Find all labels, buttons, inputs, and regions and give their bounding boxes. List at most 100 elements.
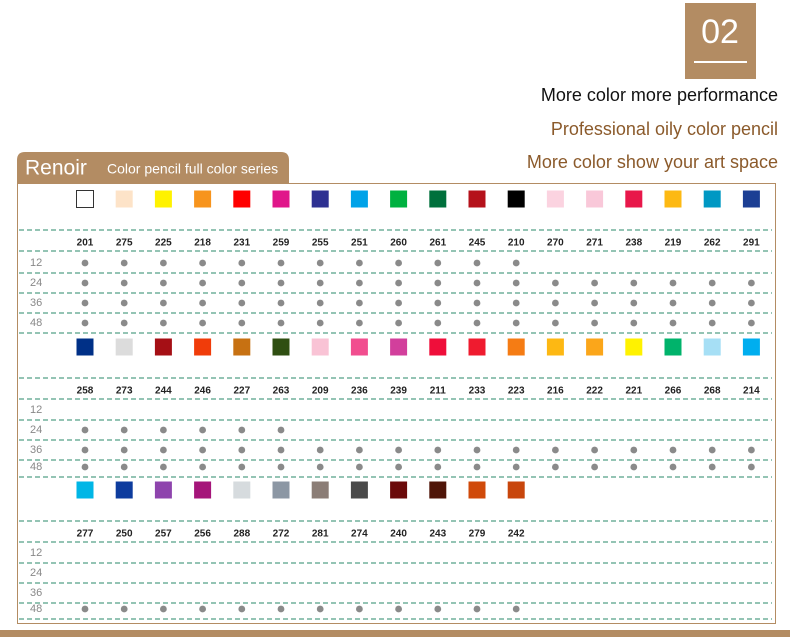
pencil-code: 245 — [469, 238, 486, 249]
swatch — [233, 481, 251, 499]
pencil-code: 263 — [273, 386, 290, 397]
availability-dot — [669, 279, 677, 287]
availability-dot — [591, 279, 598, 287]
swatch — [311, 338, 329, 356]
availability-dot — [199, 279, 207, 287]
availability-dot — [708, 463, 716, 471]
badge-number: 02 — [701, 13, 739, 51]
availability-dot — [277, 299, 285, 307]
swatch — [429, 481, 447, 499]
set-label: 24 — [30, 567, 42, 579]
pencil-code: 275 — [116, 238, 133, 249]
availability-dot — [591, 463, 598, 471]
pencil-code: 273 — [116, 386, 133, 397]
pencil-code: 231 — [233, 238, 250, 249]
availability-dot — [630, 299, 638, 307]
pencil-code: 262 — [704, 238, 721, 249]
pencil-code: 216 — [547, 386, 564, 397]
pencil-code: 260 — [390, 238, 407, 249]
availability-dot — [316, 446, 324, 454]
availability-dot — [356, 319, 363, 327]
pencil-code: 223 — [508, 386, 525, 397]
availability-dot — [81, 299, 89, 307]
pencil-code: 257 — [155, 529, 172, 540]
availability-dot — [160, 426, 167, 434]
availability-dot — [120, 279, 128, 287]
availability-dot — [591, 319, 598, 327]
availability-dot — [120, 426, 128, 434]
availability-dot — [199, 446, 207, 454]
pencil-code: 258 — [77, 386, 94, 397]
swatch — [350, 338, 368, 356]
availability-dot — [473, 299, 481, 307]
availability-dot — [238, 446, 246, 454]
pencil-code: 221 — [625, 386, 642, 397]
tab — [17, 152, 289, 184]
availability-dot — [669, 446, 677, 454]
availability-dot — [81, 446, 89, 454]
availability-dot — [669, 319, 677, 327]
pencil-code: 274 — [351, 529, 368, 540]
swatch — [546, 338, 564, 356]
pencil-code: 225 — [155, 238, 172, 249]
pencil-code: 251 — [351, 238, 368, 249]
availability-dot — [512, 279, 520, 287]
availability-dot — [512, 319, 520, 327]
availability-dot — [669, 463, 677, 471]
availability-dot — [748, 463, 755, 471]
set-label: 48 — [30, 317, 42, 329]
swatch — [390, 481, 408, 499]
swatch — [115, 338, 133, 356]
set-label: 24 — [30, 424, 42, 436]
availability-dot — [199, 463, 207, 471]
availability-dot — [552, 319, 559, 327]
availability-dot — [120, 299, 128, 307]
swatch — [350, 190, 368, 208]
swatch — [154, 481, 172, 499]
availability-dot — [434, 259, 442, 267]
availability-dot — [199, 299, 207, 307]
swatch — [350, 481, 368, 499]
set-label: 12 — [30, 257, 42, 269]
availability-dot — [277, 279, 285, 287]
tagline: More color more performance — [541, 85, 778, 105]
swatch — [390, 190, 408, 208]
availability-dot — [356, 463, 363, 471]
availability-dot — [356, 299, 363, 307]
pencil-code: 277 — [77, 529, 94, 540]
availability-dot — [120, 463, 128, 471]
availability-dot — [81, 426, 89, 434]
pencil-code: 266 — [665, 386, 682, 397]
pencil-code: 255 — [312, 238, 329, 249]
pencil-code: 239 — [390, 386, 407, 397]
availability-dot — [473, 605, 481, 613]
swatch — [115, 190, 133, 208]
availability-dot — [630, 463, 638, 471]
set-label: 36 — [30, 297, 42, 309]
availability-dot — [512, 299, 520, 307]
swatch — [742, 338, 760, 356]
pencil-code: 270 — [547, 238, 564, 249]
pencil-code: 242 — [508, 529, 525, 540]
availability-dot — [434, 446, 442, 454]
swatch — [272, 481, 290, 499]
availability-dot — [512, 463, 520, 471]
availability-dot — [160, 446, 167, 454]
availability-dot — [81, 259, 89, 267]
availability-dot — [356, 605, 363, 613]
availability-dot — [238, 605, 246, 613]
availability-dot — [199, 605, 207, 613]
availability-dot — [395, 279, 402, 287]
pencil-code: 268 — [704, 386, 721, 397]
availability-dot — [395, 319, 402, 327]
color-grid: 201 275 225 218 231 259 255 251 260 261 245 210 270 2… — [19, 190, 772, 620]
pencil-code: 233 — [469, 386, 486, 397]
availability-dot — [552, 446, 559, 454]
swatch — [194, 481, 212, 499]
set-label: 12 — [30, 404, 42, 416]
swatch — [507, 481, 525, 499]
tagline: More color show your art space — [527, 152, 778, 172]
availability-dot — [748, 319, 755, 327]
availability-dot — [434, 279, 442, 287]
pencil-code: 288 — [233, 529, 250, 540]
